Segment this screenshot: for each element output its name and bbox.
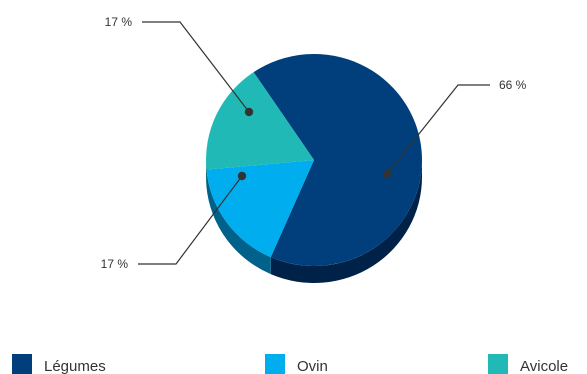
legend-label: Avicole bbox=[520, 358, 568, 374]
legend-swatch bbox=[12, 354, 32, 374]
legend-swatch bbox=[488, 354, 508, 374]
slice-depth-ovin bbox=[206, 169, 271, 275]
pie-depth bbox=[206, 160, 422, 284]
leader-dot-ovin bbox=[237, 171, 247, 181]
leader-line-légumes bbox=[386, 84, 490, 175]
leader-line-ovin bbox=[138, 175, 243, 265]
leader-dot-avicole bbox=[244, 107, 254, 117]
leader-line-avicole bbox=[142, 21, 250, 113]
slice-label-avicole: 17 % bbox=[105, 15, 133, 29]
legend-item-avicole: Avicole bbox=[488, 354, 568, 374]
slice-ovin bbox=[206, 160, 314, 258]
slice-label-légumes: 66 % bbox=[499, 78, 527, 92]
slice-label-ovin: 17 % bbox=[101, 257, 129, 271]
pie-slices bbox=[206, 54, 422, 266]
slice-depth-légumes bbox=[270, 160, 422, 284]
leader-dot-légumes bbox=[382, 169, 392, 179]
slice-légumes bbox=[253, 54, 422, 266]
legend-label: Légumes bbox=[44, 358, 106, 374]
legend-swatch bbox=[265, 354, 285, 374]
legend-item-légumes: Légumes bbox=[12, 354, 106, 374]
leader-lines: 66 % 17 % 17 % bbox=[101, 15, 527, 271]
slice-avicole bbox=[206, 72, 314, 170]
legend-label: Ovin bbox=[297, 358, 328, 374]
legend-item-ovin: Ovin bbox=[265, 354, 328, 374]
legend: Légumes Ovin Avicole bbox=[12, 354, 568, 374]
